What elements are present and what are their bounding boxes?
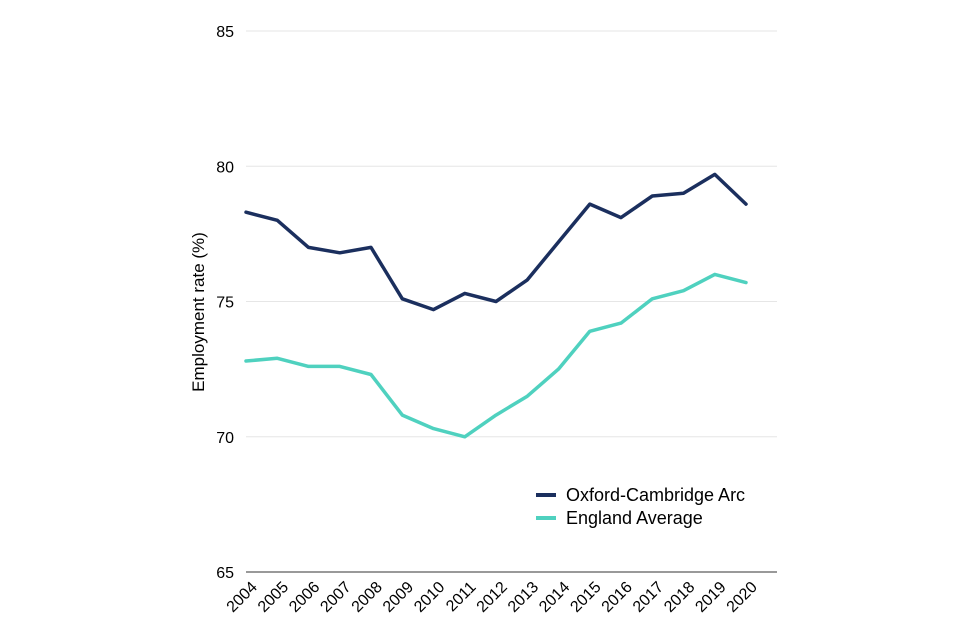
x-tick-label: 2008	[349, 579, 386, 616]
y-tick-label: 80	[216, 159, 234, 176]
x-tick-label: 2005	[255, 579, 292, 616]
x-tick-label: 2004	[224, 579, 261, 616]
y-axis-label: Employment rate (%)	[189, 232, 208, 392]
series-line-england-average	[244, 272, 748, 439]
legend: Oxford-Cambridge Arc England Average	[536, 485, 745, 528]
x-tick-label: 2017	[630, 579, 667, 616]
x-tick-label: 2014	[536, 579, 573, 616]
x-tick-label: 2016	[599, 579, 636, 616]
legend-label: Oxford-Cambridge Arc	[566, 485, 745, 505]
x-axis-ticks: 2004200520062007200820092010201120122013…	[224, 579, 761, 616]
series-line-oxford-cambridge-arc	[244, 172, 748, 312]
x-tick-label: 2011	[443, 579, 479, 615]
y-tick-label: 85	[216, 24, 234, 41]
x-tick-label: 2013	[505, 579, 542, 616]
gridlines	[246, 30, 777, 438]
x-tick-label: 2006	[286, 579, 323, 616]
x-tick-label: 2010	[411, 579, 448, 616]
x-tick-label: 2020	[724, 579, 761, 616]
x-tick-label: 2007	[317, 579, 354, 616]
x-tick-label: 2015	[567, 579, 604, 616]
legend-label: England Average	[566, 508, 703, 528]
y-axis-ticks: 65 70 75 80 85	[216, 24, 234, 582]
x-tick-label: 2012	[474, 579, 511, 616]
series-lines	[244, 172, 748, 439]
x-tick-label: 2009	[380, 579, 417, 616]
y-tick-label: 70	[216, 430, 234, 447]
y-tick-label: 65	[216, 565, 234, 582]
x-tick-label: 2018	[661, 579, 698, 616]
x-tick-label: 2019	[692, 579, 729, 616]
y-tick-label: 75	[216, 295, 234, 312]
